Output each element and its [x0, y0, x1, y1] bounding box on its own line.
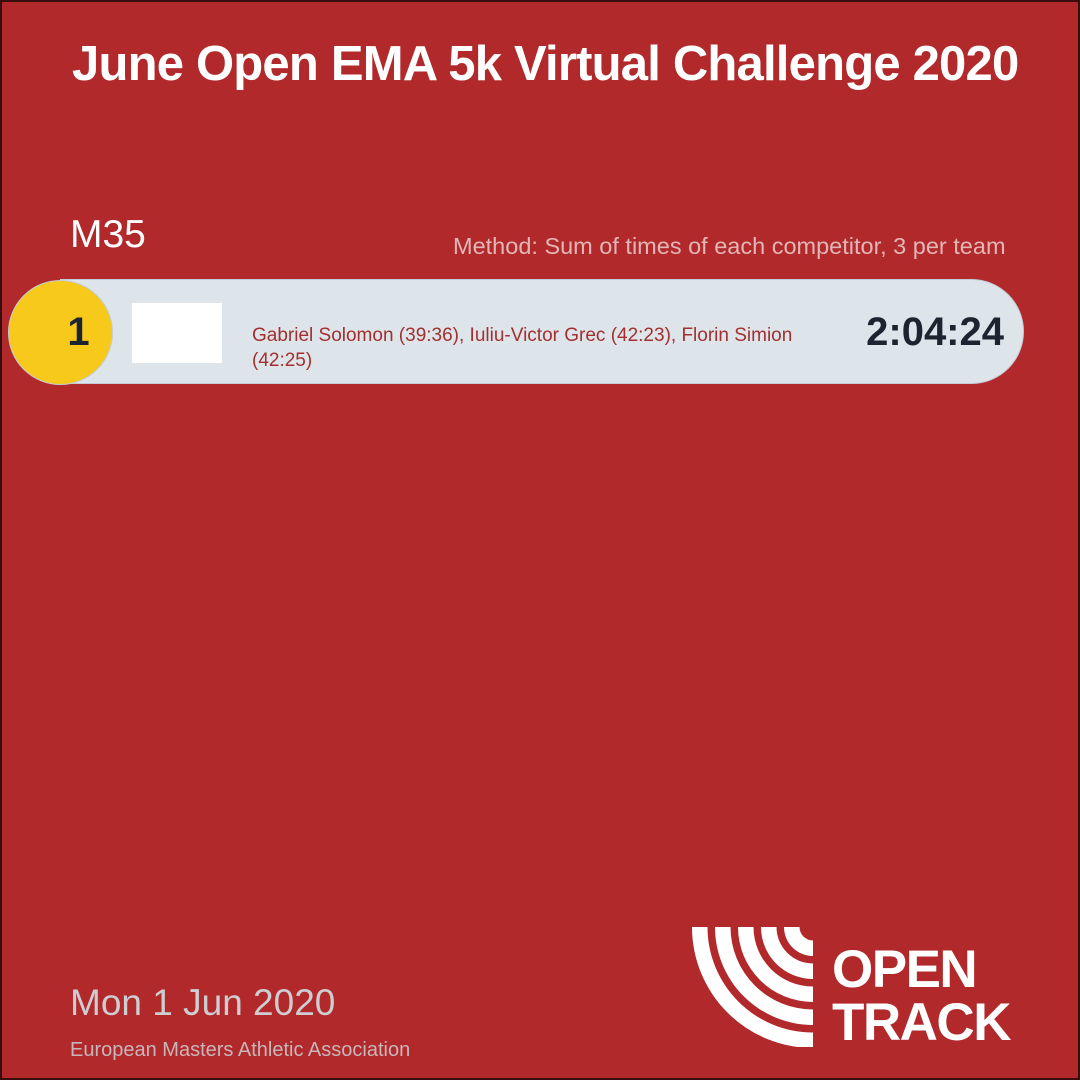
svg-text:TRACK: TRACK: [832, 993, 1011, 1047]
svg-text:OPEN: OPEN: [832, 940, 976, 999]
